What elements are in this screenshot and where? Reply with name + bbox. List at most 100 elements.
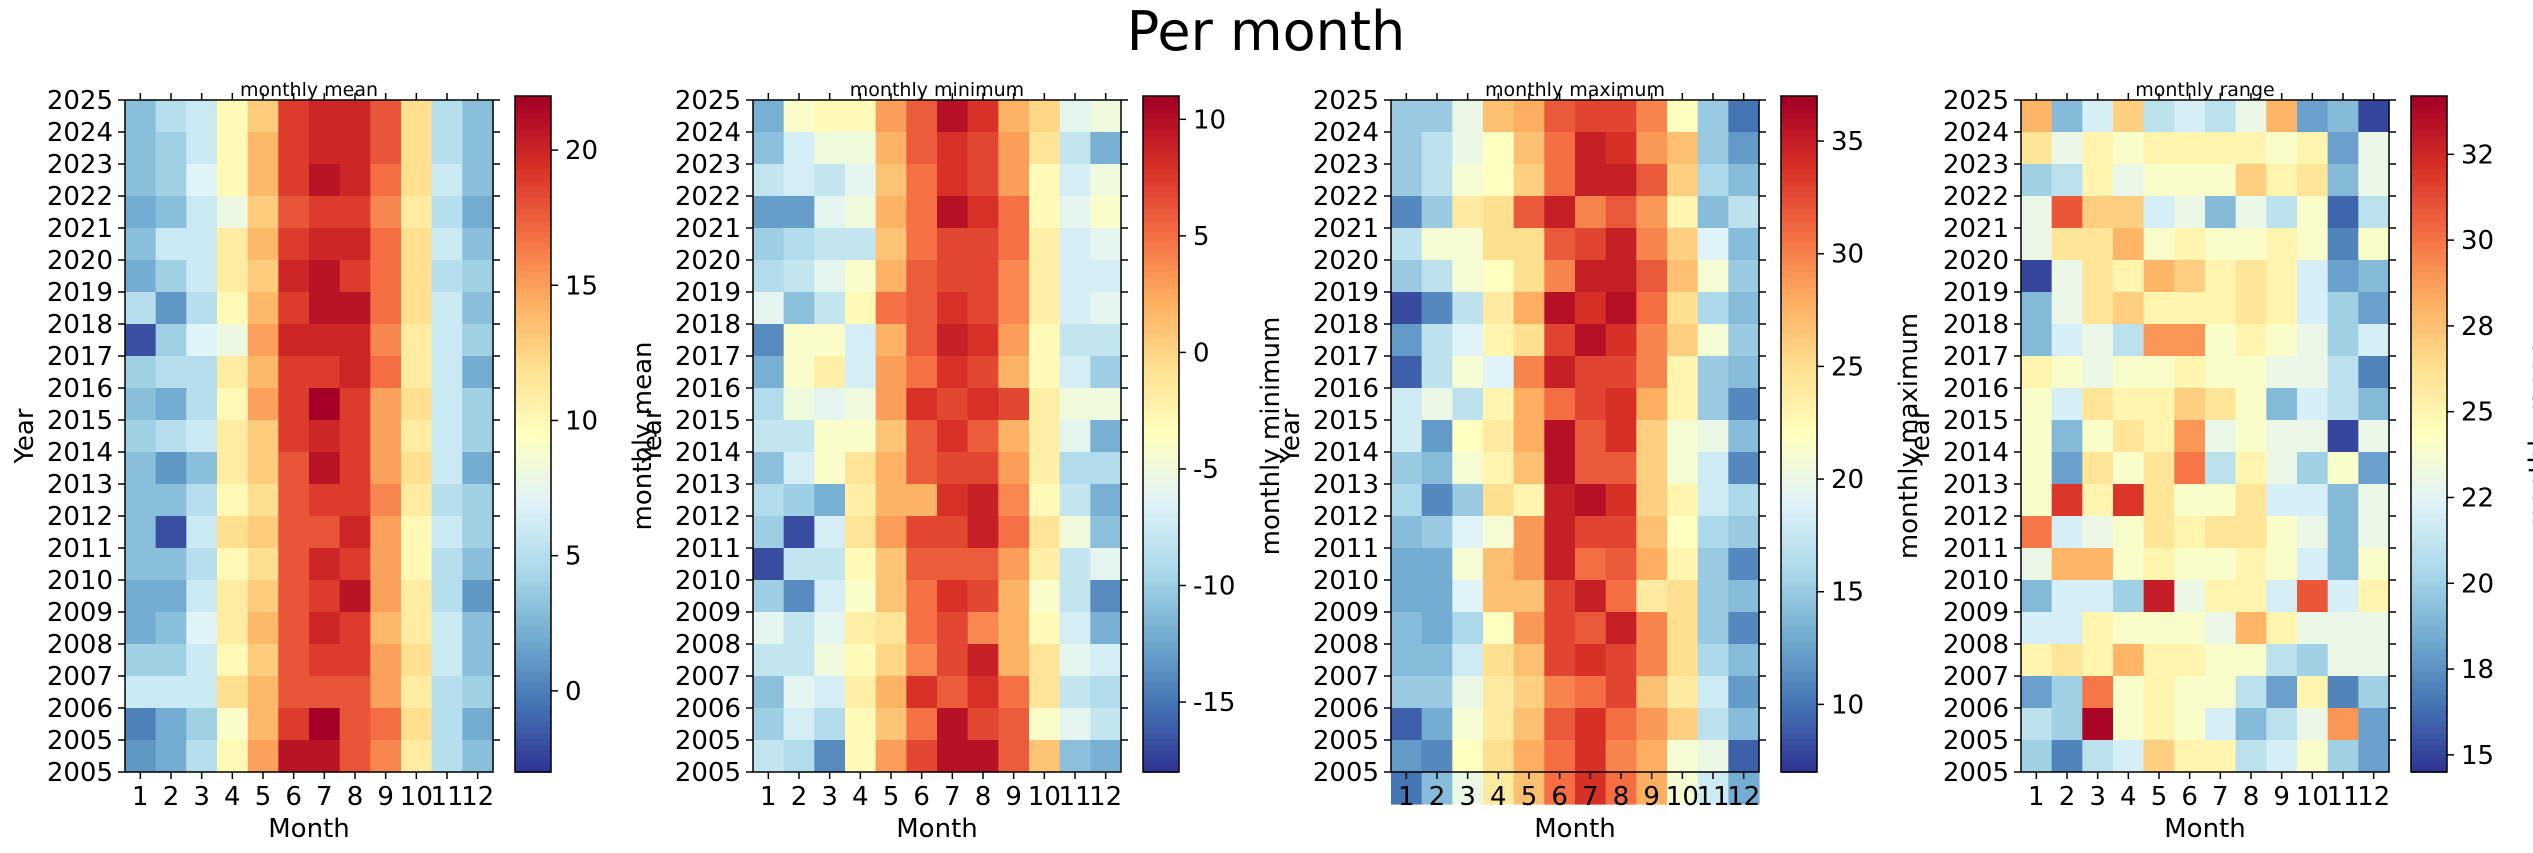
heatmap-cell	[2082, 516, 2114, 549]
heatmap-cell	[937, 100, 969, 133]
colorbar-segment	[515, 118, 551, 125]
heatmap-cell	[401, 548, 433, 581]
colorbar-segment	[515, 591, 551, 599]
heatmap-cell	[339, 164, 371, 197]
heatmap-cell	[1029, 548, 1061, 581]
heatmap-cell	[753, 100, 785, 133]
heatmap-cell	[1090, 132, 1122, 165]
heatmap-cell	[753, 516, 785, 549]
heatmap-cell	[906, 132, 938, 165]
heatmap-cell	[278, 132, 310, 165]
heatmap-cell	[2327, 580, 2359, 613]
heatmap-cell	[2266, 164, 2298, 197]
colorbar-segment	[1781, 259, 1817, 266]
colorbar-segment	[2411, 96, 2447, 103]
heatmap-cell	[401, 388, 433, 421]
colorbar-segment	[1143, 281, 1179, 289]
heatmap-cell	[906, 228, 938, 261]
colorbar-segment	[2411, 315, 2447, 323]
heatmap-cell	[155, 132, 187, 165]
heatmap-cell	[2143, 164, 2175, 197]
heatmap-cell	[1452, 228, 1484, 261]
colorbar-segment	[1781, 383, 1817, 390]
heatmap-cell	[2021, 132, 2053, 165]
colorbar-segment	[515, 332, 551, 340]
heatmap-cell	[2113, 580, 2145, 613]
x-tick-label: 2	[791, 782, 808, 812]
panel-title: monthly maximum	[1485, 79, 1665, 101]
colorbar-segment	[515, 186, 551, 193]
heatmap-cell	[2143, 676, 2175, 709]
colorbar-segment	[2411, 462, 2447, 469]
heatmap-cell	[186, 228, 218, 261]
heatmap-cell	[186, 644, 218, 677]
heatmap-cell	[462, 132, 494, 165]
colorbar-segment	[515, 405, 551, 413]
heatmap-cell	[1605, 452, 1637, 485]
colorbar-segment	[515, 129, 551, 137]
heatmap-cell	[814, 740, 846, 773]
colorbar-segment	[1781, 670, 1817, 678]
heatmap-cell	[1513, 260, 1545, 293]
heatmap-cell	[1636, 420, 1668, 453]
colorbar-segment	[515, 518, 551, 525]
colorbar-segment	[515, 203, 551, 210]
heatmap-cell	[937, 356, 969, 389]
heatmap-cell	[1059, 516, 1091, 549]
colorbar-segment	[1781, 535, 1817, 542]
x-tick-label: 4	[1490, 782, 1507, 812]
heatmap-cell	[186, 324, 218, 357]
heatmap-cell	[2297, 644, 2329, 677]
heatmap-cell	[125, 548, 157, 581]
colorbar-segment	[1143, 450, 1179, 458]
heatmap-cell	[1059, 260, 1091, 293]
heatmap-cell	[431, 388, 463, 421]
colorbar-segment	[515, 467, 551, 475]
x-tick-label: 5	[1521, 782, 1538, 812]
heatmap-cell	[1452, 132, 1484, 165]
colorbar-segment	[515, 400, 551, 407]
colorbar-segment	[515, 231, 551, 238]
colorbar-segment	[1781, 332, 1817, 340]
heatmap-cell	[1728, 580, 1760, 613]
heatmap-cell	[431, 196, 463, 229]
colorbar-tick-label: 28	[2461, 312, 2494, 342]
colorbar-segment	[515, 512, 551, 520]
heatmap-cell	[2266, 452, 2298, 485]
y-tick-label: 2013	[1313, 470, 1379, 500]
colorbar-segment	[1143, 603, 1179, 610]
heatmap-cell	[2021, 548, 2053, 581]
y-tick-label: 2015	[675, 406, 741, 436]
heatmap-cell	[1513, 644, 1545, 677]
heatmap-cell	[875, 644, 907, 677]
heatmap-cell	[370, 260, 402, 293]
heatmap-cell	[783, 708, 815, 741]
colorbar-segment	[2411, 439, 2447, 447]
heatmap-cell	[2266, 356, 2298, 389]
heatmap-cell	[217, 676, 249, 709]
heatmap-cell	[370, 740, 402, 773]
heatmap-cell	[278, 324, 310, 357]
colorbar-segment	[2411, 721, 2447, 728]
heatmap-cell	[462, 388, 494, 421]
heatmap-cell	[370, 356, 402, 389]
heatmap-cell	[2051, 260, 2083, 293]
heatmap-cell	[2174, 612, 2206, 645]
y-tick-label: 2024	[675, 118, 741, 148]
heatmap-cell	[2297, 196, 2329, 229]
y-tick-label: 2018	[675, 310, 741, 340]
colorbar-segment	[2411, 749, 2447, 756]
heatmap-cell	[1728, 356, 1760, 389]
heatmap-cell	[2297, 612, 2329, 645]
heatmap-cell	[2297, 164, 2329, 197]
colorbar-segment	[1781, 253, 1817, 261]
heatmap-cell	[2113, 708, 2145, 741]
heatmap-cell	[2358, 708, 2390, 741]
x-tick-label: 7	[2212, 782, 2229, 812]
heatmap-cell	[217, 548, 249, 581]
heatmap-cell	[2051, 708, 2083, 741]
colorbar-segment	[1143, 755, 1179, 762]
colorbar-label: monthly mean	[628, 342, 658, 531]
heatmap-cell	[2327, 676, 2359, 709]
heatmap-cell	[1059, 644, 1091, 677]
